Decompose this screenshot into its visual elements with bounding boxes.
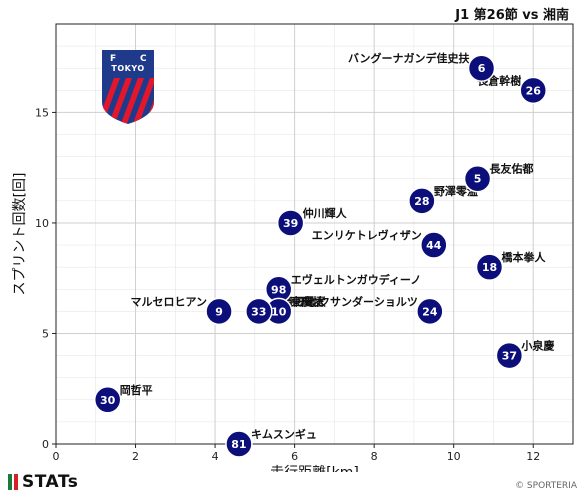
stats-logo-bar-red	[14, 474, 18, 490]
y-tick-label: 0	[42, 438, 49, 451]
x-tick-label: 4	[212, 450, 219, 463]
stats-logo-icon	[8, 474, 18, 490]
stats-brand: STATs	[8, 471, 78, 493]
player-marker	[408, 187, 436, 215]
player-marker	[93, 386, 122, 414]
player-name-label: 長友佑都	[490, 162, 534, 176]
player-number-label: 5	[474, 173, 482, 186]
sporteria-credit: © SPORTERIA	[515, 481, 577, 491]
player-point: 44	[420, 231, 448, 259]
player-name-label: アレクサンダーショルツ	[297, 294, 418, 308]
player-marker	[205, 297, 233, 326]
player-name-label: 橋本拳人	[501, 250, 546, 264]
crest-stripe	[120, 78, 144, 124]
plot-frame	[55, 23, 574, 445]
player-marker	[225, 430, 253, 458]
player-number-label: 37	[502, 350, 517, 363]
crest-stripe	[132, 78, 154, 124]
player-point: 39	[276, 209, 305, 237]
player-point: 18	[475, 253, 504, 281]
crest-stripe	[108, 78, 132, 124]
player-number-label: 33	[251, 305, 266, 318]
y-axis-label: スプリント回数[回]	[12, 173, 28, 296]
player-points: 6 26 5 28 39 44 18 98 10 24 33 9 37 30 81	[93, 54, 547, 458]
player-name-label: 小泉慶	[520, 339, 554, 353]
y-tick-label: 10	[35, 217, 49, 230]
player-point: 24	[416, 297, 444, 326]
player-point: 26	[519, 76, 547, 105]
player-marker	[416, 297, 444, 326]
player-marker	[420, 231, 448, 259]
player-name-label: エヴェルトンガウディーノ	[291, 272, 422, 286]
crest-letter-c: C	[140, 54, 147, 64]
player-marker	[495, 341, 524, 370]
player-point: 9	[205, 297, 233, 326]
player-number-label: 6	[478, 62, 486, 75]
stats-brand-text: STATs	[22, 472, 79, 492]
player-marker	[276, 209, 305, 237]
player-point: 33	[245, 297, 273, 326]
player-number-label: 30	[100, 394, 116, 407]
page-title: J1 第26節 vs 湘南	[455, 8, 569, 23]
player-marker	[245, 297, 273, 326]
crest-text-tokyo: TOKYO	[111, 64, 144, 73]
x-axis-label: 走行距離[km]	[270, 464, 359, 472]
x-tick-label: 6	[291, 450, 298, 463]
stats-logo-bar-green	[8, 474, 12, 490]
player-marker	[475, 253, 504, 281]
player-name-label: キムスンギュ	[251, 427, 317, 441]
player-number-label: 44	[426, 239, 442, 252]
player-name-label: 東慶悟	[291, 294, 324, 308]
player-marker	[519, 76, 547, 105]
player-number-label: 26	[526, 84, 542, 97]
x-tick-label: 0	[53, 450, 60, 463]
player-point: 30	[93, 386, 122, 414]
player-point: 98	[264, 275, 293, 304]
player-name-label: マルセロヒアン	[130, 295, 207, 308]
player-number-label: 98	[271, 283, 286, 296]
x-tick-label: 2	[132, 450, 139, 463]
player-number-label: 9	[215, 305, 223, 318]
player-number-label: 81	[231, 438, 246, 451]
x-tick-label: 10	[447, 450, 461, 463]
crest-letter-f: F	[110, 54, 116, 64]
player-number-label: 28	[414, 195, 429, 208]
player-point: 6	[467, 54, 496, 82]
player-name-label: エンリケトレヴィザン	[312, 228, 422, 242]
player-marker	[467, 54, 496, 82]
sprint-distance-scatter-chart: 024681012051015走行距離[km]スプリント回数[回]FCTOKYO…	[12, 23, 574, 472]
player-point: 37	[495, 341, 524, 370]
player-number-label: 39	[283, 217, 298, 230]
player-point: 5	[463, 164, 492, 193]
y-tick-label: 5	[42, 327, 49, 340]
player-point: 28	[408, 187, 436, 215]
crest-stripe	[102, 78, 120, 124]
player-number-label: 10	[271, 305, 287, 318]
player-name-labels: バングーナガンデ佳史扶長倉幹樹長友佑都野澤零温仲川輝人エンリケトレヴィザン橋本拳…	[120, 51, 555, 441]
player-number-label: 18	[482, 261, 497, 274]
player-name-label: バングーナガンデ佳史扶	[348, 51, 471, 65]
player-number-label: 24	[422, 305, 438, 318]
player-name-label: 岡哲平	[120, 383, 153, 397]
x-tick-label: 8	[371, 450, 378, 463]
player-marker	[463, 164, 492, 193]
y-tick-label: 15	[35, 106, 49, 119]
x-tick-label: 12	[526, 450, 540, 463]
player-point: 81	[225, 430, 253, 458]
player-name-label: 仲川輝人	[303, 206, 348, 220]
